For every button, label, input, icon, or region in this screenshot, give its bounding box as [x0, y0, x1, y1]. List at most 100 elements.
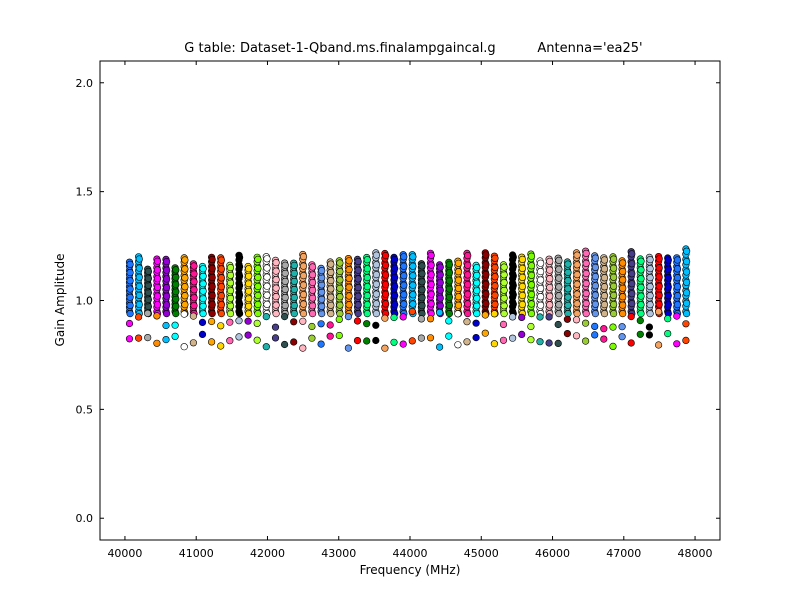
data-point — [299, 291, 308, 299]
data-point — [591, 254, 600, 262]
data-point — [555, 301, 563, 309]
data-point — [518, 313, 526, 322]
data-point — [290, 338, 298, 346]
data-point — [135, 334, 143, 342]
data-point — [527, 271, 536, 280]
data-point — [555, 310, 563, 318]
data-point — [409, 272, 417, 280]
data-point — [500, 279, 508, 287]
data-point — [564, 260, 572, 268]
data-point — [536, 313, 544, 321]
data-point — [628, 300, 636, 308]
data-point — [217, 274, 225, 282]
data-point — [491, 263, 499, 272]
data-point — [664, 274, 672, 282]
data-point — [263, 273, 271, 281]
data-point — [354, 292, 362, 300]
data-point — [299, 300, 308, 308]
data-point — [309, 310, 317, 318]
data-point — [263, 291, 271, 299]
data-point — [509, 300, 517, 308]
data-point — [271, 334, 280, 342]
data-point — [555, 265, 563, 273]
data-point — [518, 264, 527, 273]
data-point — [527, 310, 536, 318]
data-point — [190, 270, 198, 278]
data-point — [363, 283, 371, 291]
data-point — [546, 292, 554, 300]
y-tick-label: 2.0 — [76, 77, 94, 90]
data-point — [572, 316, 581, 324]
data-point — [125, 335, 134, 343]
data-point — [445, 310, 454, 318]
data-point — [400, 272, 408, 280]
data-point — [236, 281, 244, 290]
data-point — [153, 312, 161, 320]
data-point — [646, 310, 654, 318]
data-point — [564, 285, 572, 293]
data-point — [345, 266, 353, 274]
data-point — [436, 294, 444, 302]
data-point — [290, 301, 298, 310]
data-point — [135, 255, 143, 263]
data-point — [354, 301, 362, 309]
data-point — [199, 302, 207, 310]
data-point — [646, 256, 654, 264]
data-point — [655, 291, 663, 299]
data-point — [217, 265, 225, 273]
data-point — [181, 256, 189, 264]
data-point — [664, 315, 672, 323]
data-point — [436, 271, 444, 279]
data-point — [353, 337, 362, 345]
data-point — [536, 259, 545, 267]
data-point — [217, 283, 225, 291]
data-point — [308, 322, 316, 331]
data-point — [427, 290, 435, 298]
data-point — [290, 318, 298, 326]
data-point — [482, 251, 490, 259]
data-point — [454, 259, 463, 267]
data-point — [135, 264, 143, 272]
data-point — [327, 310, 335, 318]
data-point — [336, 284, 344, 292]
data-point — [198, 318, 207, 327]
data-point — [372, 310, 381, 318]
data-point — [126, 301, 134, 310]
data-point — [327, 285, 335, 293]
data-point — [600, 283, 609, 291]
data-point — [153, 266, 162, 274]
data-point — [564, 268, 572, 277]
data-point — [445, 301, 454, 310]
data-point — [554, 320, 562, 329]
data-point — [299, 272, 308, 280]
data-point — [372, 336, 380, 345]
data-point — [673, 283, 682, 291]
data-point — [418, 294, 426, 302]
data-point — [372, 290, 381, 298]
data-point — [409, 262, 417, 270]
data-point — [299, 344, 307, 352]
data-point — [181, 292, 189, 300]
data-point — [153, 339, 161, 347]
data-point — [682, 310, 691, 318]
data-point — [290, 261, 298, 270]
data-point — [418, 286, 426, 294]
data-point — [263, 255, 271, 263]
data-point — [272, 310, 280, 318]
data-point — [381, 344, 389, 352]
data-point — [481, 329, 489, 337]
data-point — [382, 252, 390, 260]
data-point — [281, 301, 289, 310]
data-point — [254, 264, 262, 273]
data-point — [344, 313, 353, 321]
data-point — [427, 261, 435, 269]
data-point — [198, 330, 207, 339]
data-point — [372, 271, 381, 279]
data-point — [363, 265, 371, 273]
data-point — [245, 302, 253, 310]
data-point — [500, 302, 508, 310]
data-point — [664, 301, 672, 309]
data-point — [236, 263, 244, 271]
data-point — [190, 294, 198, 302]
data-point — [190, 286, 198, 294]
